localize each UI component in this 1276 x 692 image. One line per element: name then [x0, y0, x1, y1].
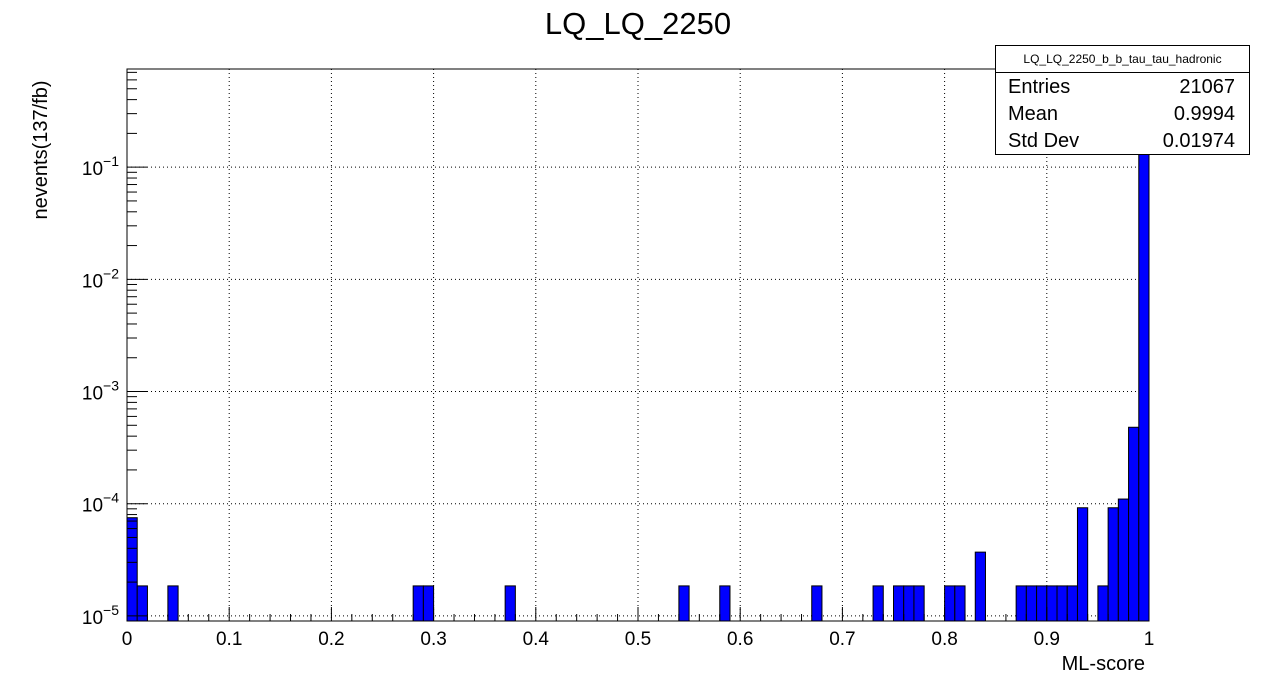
x-tick-label: 0.4 — [523, 629, 550, 650]
x-tick-label: 0.5 — [625, 629, 651, 650]
histogram-bar — [1117, 498, 1130, 622]
x-tick-label: 0.3 — [420, 629, 446, 650]
histogram-bar — [1097, 585, 1109, 622]
x-tick-label: 0.8 — [931, 629, 957, 650]
histogram-bar — [1076, 507, 1089, 622]
stats-label: Std Dev — [1008, 130, 1080, 152]
stats-title: LQ_LQ_2250_b_b_tau_tau_hadronic — [996, 46, 1249, 73]
histogram-bar — [1046, 585, 1058, 622]
stats-row-stddev: Std Dev 0.01974 — [996, 127, 1249, 154]
histogram-bar — [422, 585, 435, 622]
stats-box: LQ_LQ_2250_b_b_tau_tau_hadronic Entries … — [995, 45, 1250, 155]
stats-label: Entries — [1008, 76, 1071, 98]
histogram-bar — [1066, 585, 1078, 622]
x-tick-label: 0 — [122, 629, 133, 650]
histogram-bar — [1015, 585, 1027, 622]
histogram-bar — [974, 551, 986, 622]
histogram-bar — [944, 585, 956, 622]
histogram-bar — [872, 585, 884, 622]
histogram-bar — [719, 585, 731, 622]
y-tick-label: 10−3 — [82, 378, 119, 405]
grid-lines — [127, 69, 1149, 621]
histogram-bar — [1025, 585, 1038, 622]
chart-title: LQ_LQ_2250 — [545, 6, 731, 41]
histogram-bar — [913, 585, 925, 622]
x-tick-label: 1 — [1144, 629, 1155, 650]
histogram-bar — [167, 585, 179, 622]
stats-value: 21067 — [1179, 76, 1235, 98]
histogram-bar — [954, 585, 966, 622]
histogram-bar — [1107, 507, 1119, 622]
y-axis-label: nevents(137/fb) — [30, 81, 52, 220]
stats-row-entries: Entries 21067 — [996, 73, 1249, 100]
histogram-bar — [903, 585, 915, 622]
stats-value: 0.9994 — [1173, 103, 1235, 125]
histogram-bar — [412, 585, 424, 622]
histogram-bar — [811, 585, 823, 622]
histogram-bar — [678, 585, 690, 622]
x-tick-label: 0.7 — [829, 629, 855, 650]
stats-value: 0.01974 — [1162, 130, 1235, 152]
histogram-bar — [1036, 585, 1048, 622]
x-tick-label: 0.2 — [318, 629, 344, 650]
histogram-bar — [126, 517, 138, 622]
histogram-bar — [1128, 426, 1140, 622]
histogram-bar — [1056, 585, 1068, 622]
y-tick-label: 10−2 — [82, 265, 119, 292]
x-axis-label: ML-score — [1062, 653, 1145, 675]
stats-row-mean: Mean 0.9994 — [996, 100, 1249, 127]
x-tick-label: 0.6 — [727, 629, 753, 650]
y-tick-label: 10−4 — [82, 490, 119, 517]
y-tick-label: 10−5 — [82, 602, 119, 629]
x-tick-label: 0.9 — [1034, 629, 1060, 650]
x-tick-label: 0.1 — [216, 629, 242, 650]
stats-label: Mean — [1008, 103, 1059, 125]
axes: 0 0.1 0.2 0.3 0.4 0.5 0.6 0.7 0.8 0.9 1 10−5 10−4 10−… — [82, 68, 1155, 650]
histogram-bar — [893, 585, 905, 622]
y-tick-label: 10−1 — [82, 153, 119, 180]
histogram-bar — [504, 585, 516, 622]
